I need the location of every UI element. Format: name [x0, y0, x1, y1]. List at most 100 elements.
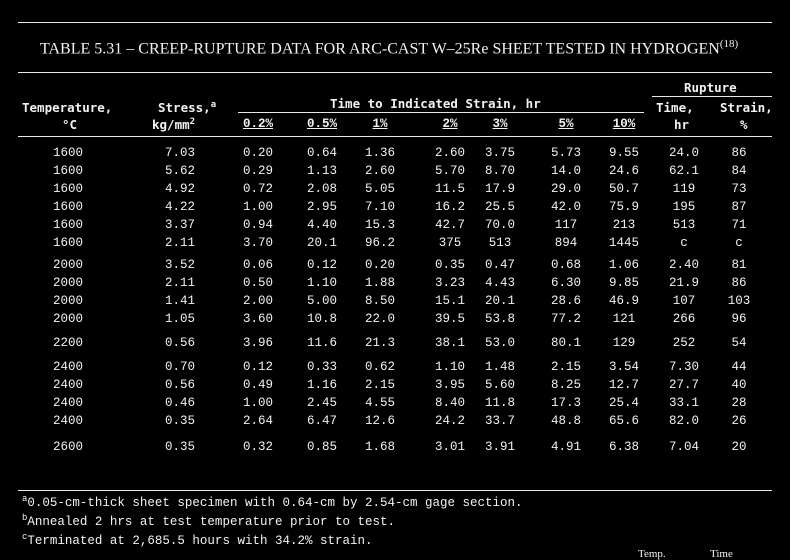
cell-t3: 1.48 [484, 360, 516, 374]
cell-t3: 70.0 [484, 218, 516, 232]
cell-rupture-time: 21.9 [668, 276, 700, 290]
cell-temperature: 2400 [52, 378, 84, 392]
cell-t2: 39.5 [434, 312, 466, 326]
cell-t1: 2.15 [364, 378, 396, 392]
cell-rupture-strain: 73 [731, 182, 747, 196]
cell-t02: 0.49 [242, 378, 274, 392]
cell-t1: 5.05 [364, 182, 396, 196]
bottom-rule [18, 490, 772, 491]
cell-t02: 0.20 [242, 146, 274, 160]
cell-t3: 11.8 [484, 396, 516, 410]
strain-header-1: 0.5% [306, 117, 338, 131]
cell-rupture-time: 82.0 [668, 414, 700, 428]
cell-temperature: 1600 [52, 218, 84, 232]
cell-t10: 75.9 [608, 200, 640, 214]
cell-rupture-strain: 96 [731, 312, 747, 326]
cell-t2: 16.2 [434, 200, 466, 214]
footnote-b: bAnnealed 2 hrs at test temperature prio… [22, 513, 395, 529]
cell-t2: 15.1 [434, 294, 466, 308]
cell-t3: 20.1 [484, 294, 516, 308]
cell-stress: 3.52 [164, 258, 196, 272]
cell-rupture-time: 107 [672, 294, 696, 308]
cell-stress: 1.41 [164, 294, 196, 308]
rupture-rule [652, 96, 772, 97]
cell-t02: 0.29 [242, 164, 274, 178]
cell-t1: 21.3 [364, 336, 396, 350]
cell-t5: 0.68 [550, 258, 582, 272]
cell-t10: 1445 [608, 236, 640, 250]
cell-rupture-time: 119 [672, 182, 696, 196]
cell-temperature: 2000 [52, 276, 84, 290]
footnote-c-text: Terminated at 2,685.5 hours with 34.2% s… [27, 534, 373, 549]
cell-stress: 4.92 [164, 182, 196, 196]
cell-stress: 0.70 [164, 360, 196, 374]
cell-rupture-strain: 81 [731, 258, 747, 272]
cell-t10: 9.85 [608, 276, 640, 290]
cell-t5: 894 [554, 236, 578, 250]
footnote-a-mark: a [22, 494, 28, 504]
table-title-ref: (18) [719, 38, 739, 50]
cell-rupture-time: 2.40 [668, 258, 700, 272]
cell-t02: 3.96 [242, 336, 274, 350]
cell-t02: 2.00 [242, 294, 274, 308]
cell-t10: 46.9 [608, 294, 640, 308]
cell-rupture-time: 195 [672, 200, 696, 214]
cell-t3: 25.5 [484, 200, 516, 214]
cell-t2: 42.7 [434, 218, 466, 232]
cell-t1: 4.55 [364, 396, 396, 410]
cell-rupture-strain: 26 [731, 414, 747, 428]
header-rule [18, 136, 772, 137]
cell-rupture-time: 27.7 [668, 378, 700, 392]
cell-t05: 0.12 [306, 258, 338, 272]
cell-t1: 7.10 [364, 200, 396, 214]
cell-t5: 28.6 [550, 294, 582, 308]
cell-t1: 0.20 [364, 258, 396, 272]
cell-t1: 22.0 [364, 312, 396, 326]
header-rupture-strain: Strain, [720, 100, 773, 115]
cell-t05: 2.45 [306, 396, 338, 410]
cell-t2: 11.5 [434, 182, 466, 196]
cell-t5: 14.0 [550, 164, 582, 178]
header-stress: Stress,a [158, 100, 216, 115]
cell-t1: 0.62 [364, 360, 396, 374]
cell-t10: 9.55 [608, 146, 640, 160]
cell-t10: 24.6 [608, 164, 640, 178]
cell-rupture-time: 513 [672, 218, 696, 232]
cell-t2: 3.01 [434, 440, 466, 454]
cell-t02: 1.00 [242, 200, 274, 214]
cell-t1: 1.88 [364, 276, 396, 290]
cell-t1: 12.6 [364, 414, 396, 428]
cell-t05: 4.40 [306, 218, 338, 232]
cell-stress: 0.56 [164, 378, 196, 392]
footnote-c-mark: c [22, 532, 28, 542]
footnote-b-mark: b [22, 513, 28, 523]
cell-temperature: 2400 [52, 360, 84, 374]
cell-t5: 8.25 [550, 378, 582, 392]
cell-rupture-strain: 87 [731, 200, 747, 214]
cell-t05: 2.95 [306, 200, 338, 214]
cell-t10: 6.38 [608, 440, 640, 454]
cell-t10: 65.6 [608, 414, 640, 428]
header-stress-unit-text: kg/mm [152, 117, 190, 133]
cell-t3: 3.91 [484, 440, 516, 454]
cell-rupture-time: 7.30 [668, 360, 700, 374]
cell-t3: 5.60 [484, 378, 516, 392]
header-stress-exp: 2 [189, 117, 196, 127]
cell-stress: 2.11 [164, 236, 196, 250]
cell-t3: 3.75 [484, 146, 516, 160]
cell-t3: 513 [488, 236, 512, 250]
cell-rupture-strain: 84 [731, 164, 747, 178]
cell-t3: 17.9 [484, 182, 516, 196]
cell-t3: 0.47 [484, 258, 516, 272]
cell-rupture-strain: 86 [731, 276, 747, 290]
cell-rupture-time: c [680, 236, 688, 250]
cell-t5: 6.30 [550, 276, 582, 290]
cell-t10: 25.4 [608, 396, 640, 410]
cell-stress: 5.62 [164, 164, 196, 178]
cell-rupture-time: 252 [672, 336, 696, 350]
cell-rupture-strain: 54 [731, 336, 747, 350]
cell-t05: 0.64 [306, 146, 338, 160]
cell-t2: 3.95 [434, 378, 466, 392]
cell-t05: 1.16 [306, 378, 338, 392]
